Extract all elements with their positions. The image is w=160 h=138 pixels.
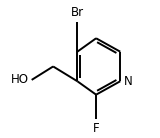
Text: N: N — [124, 75, 132, 88]
Text: F: F — [93, 121, 99, 135]
Text: HO: HO — [11, 73, 29, 86]
Text: Br: Br — [71, 6, 84, 19]
